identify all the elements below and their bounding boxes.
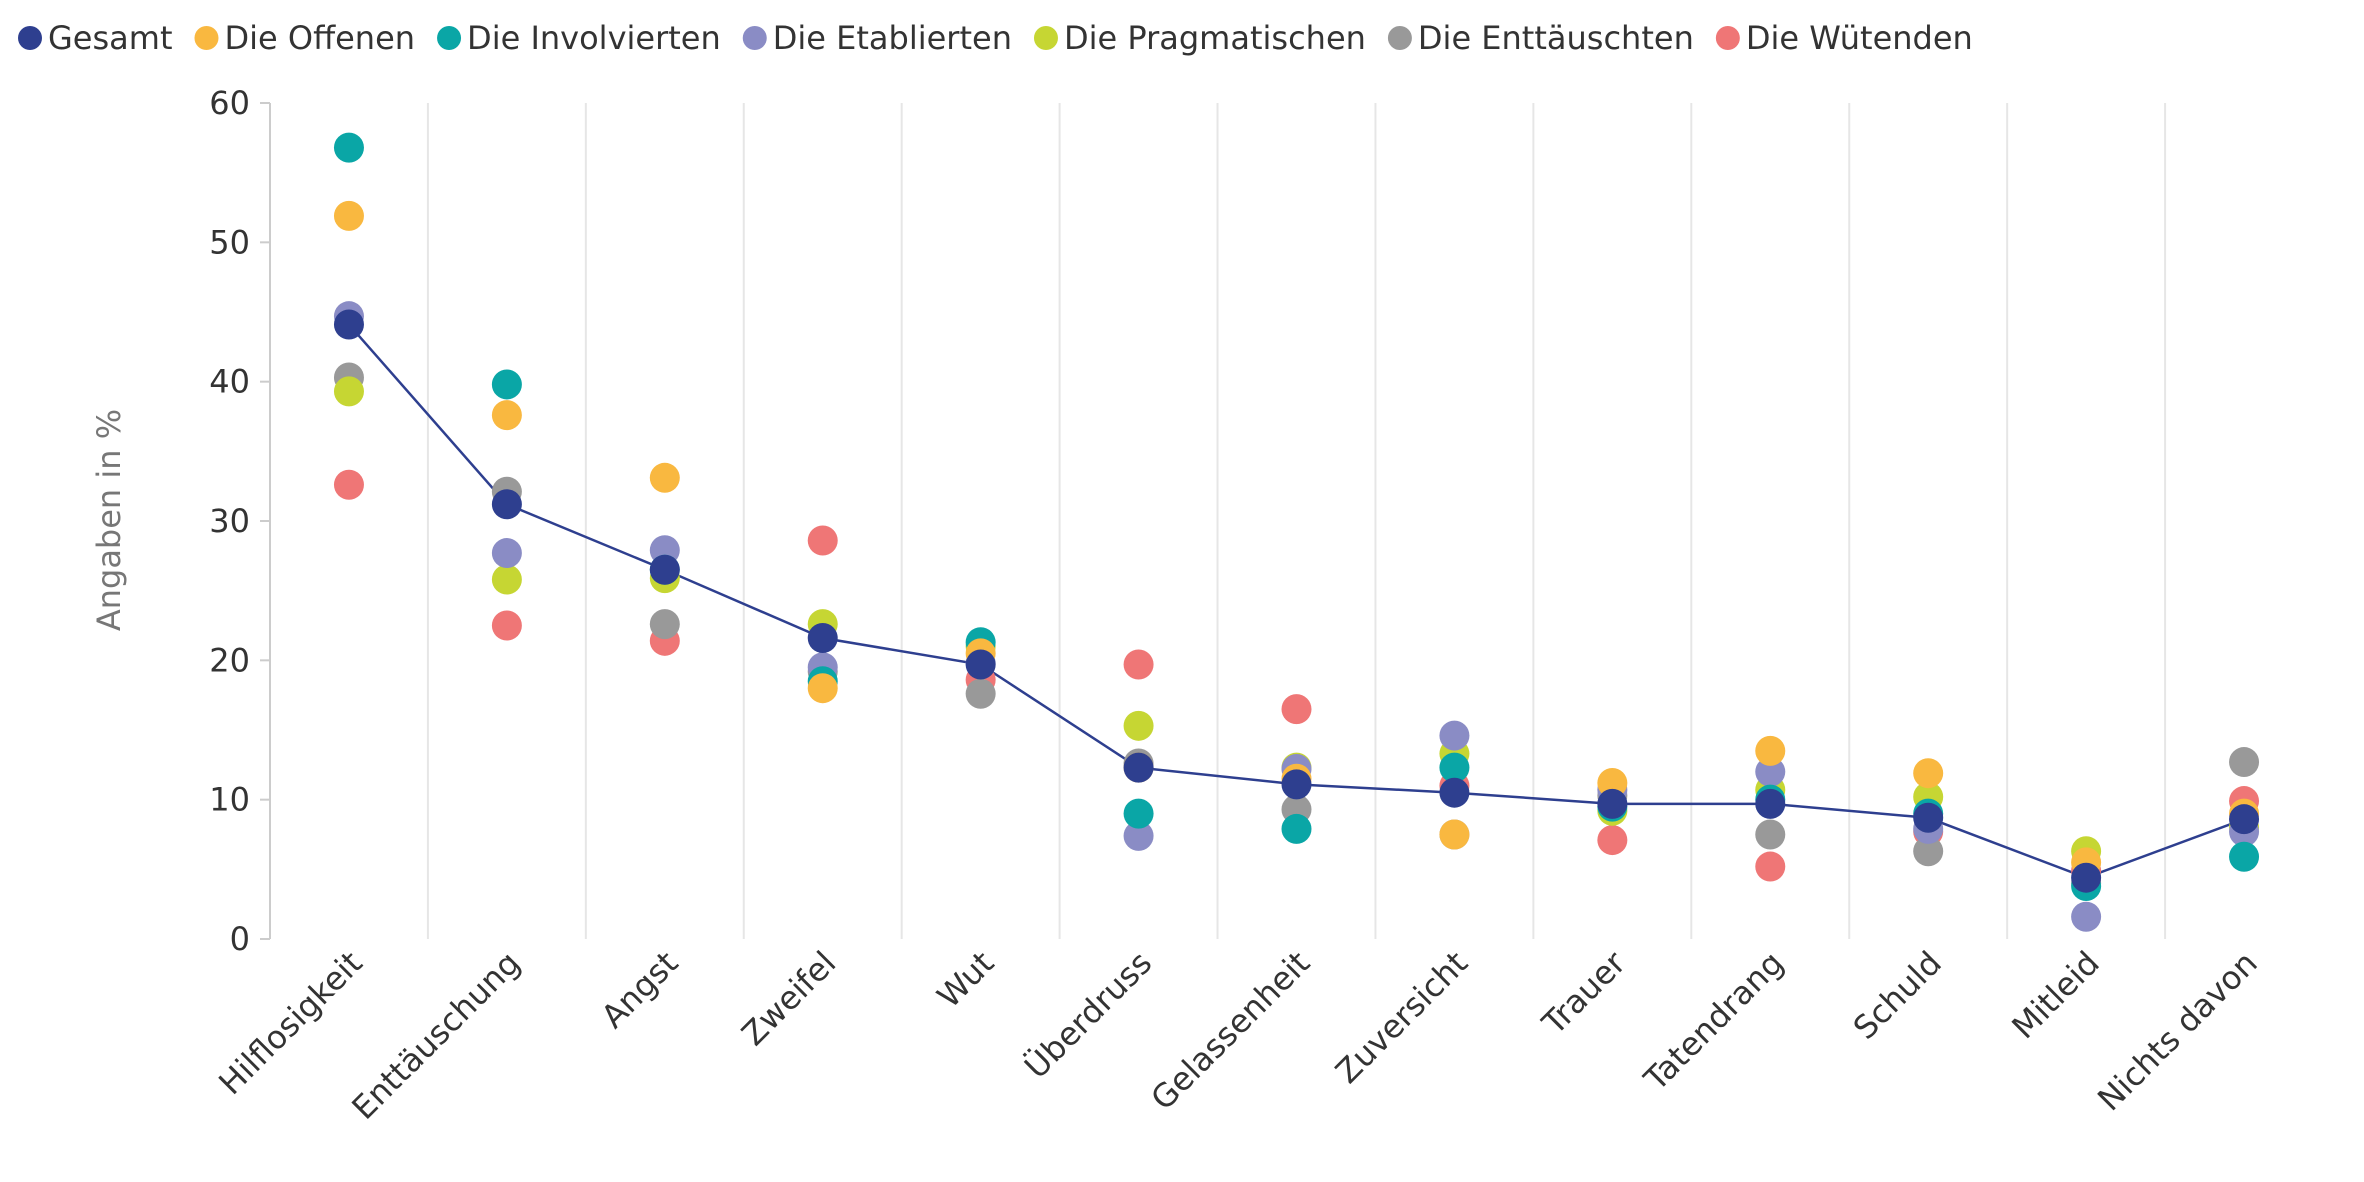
legend-marker: [18, 26, 42, 50]
legend-label: Die Offenen: [224, 19, 415, 57]
dot: [1439, 752, 1470, 783]
dot: [1755, 735, 1786, 766]
dot: [2071, 862, 2102, 893]
dot: [965, 649, 996, 680]
dot: [1281, 694, 1312, 725]
x-tick-label: Zweifel: [734, 944, 843, 1053]
dot: [1913, 758, 1944, 789]
dot: [1755, 819, 1786, 850]
legend-label: Die Etablierten: [773, 19, 1012, 57]
dot: [1755, 851, 1786, 882]
legend-label: Die Pragmatischen: [1064, 19, 1366, 57]
legend-marker: [742, 26, 767, 50]
dot: [1913, 802, 1944, 833]
dot: [2229, 804, 2260, 835]
dot: [965, 678, 996, 709]
dot: [333, 132, 364, 163]
dot: [1123, 710, 1154, 741]
dot: [491, 564, 522, 595]
dot: [1755, 756, 1786, 787]
y-axis-label: Angaben in %: [90, 409, 128, 631]
dot: [1439, 819, 1470, 850]
dot: [807, 673, 838, 704]
dot: [2071, 901, 2102, 932]
x-tick-label: Mitleid: [2004, 944, 2106, 1046]
legend-label: Die Enttäuschten: [1418, 19, 1694, 57]
dot: [2229, 747, 2260, 778]
x-tick-label: Gelassenheit: [1143, 944, 1317, 1118]
dot: [807, 525, 838, 556]
x-tick-label: Hilflosigkeit: [211, 944, 369, 1102]
dot: [649, 609, 680, 640]
dot: [649, 462, 680, 493]
x-tick-label: Enttäuschung: [344, 944, 527, 1127]
dot: [491, 610, 522, 641]
y-tick-label: 10: [209, 781, 250, 819]
dot: [1281, 769, 1312, 800]
dot: [1597, 788, 1628, 819]
dot: [1123, 649, 1154, 680]
legend-marker: [1033, 26, 1058, 50]
dot: [333, 200, 364, 231]
dot: [1123, 752, 1154, 783]
y-tick-label: 0: [230, 920, 250, 958]
x-tick-label: Angst: [594, 944, 686, 1036]
x-tick-label: Wut: [930, 944, 1002, 1016]
dot: [1281, 813, 1312, 844]
y-tick-label: 40: [209, 363, 250, 401]
x-tick-label: Tatendrang: [1636, 944, 1791, 1099]
dot: [491, 369, 522, 400]
dot: [333, 469, 364, 500]
y-tick-label: 30: [209, 502, 250, 540]
x-tick-label: Überdruss: [1017, 944, 1159, 1086]
x-tick-label: Trauer: [1534, 943, 1633, 1042]
dot: [491, 400, 522, 431]
x-tick-label: Zuversicht: [1328, 944, 1475, 1091]
dot: [1755, 788, 1786, 819]
x-tick-label: Schuld: [1846, 944, 1949, 1047]
dot: [649, 554, 680, 585]
dot: [807, 623, 838, 654]
legend-label: Gesamt: [48, 19, 172, 57]
dot: [2229, 841, 2260, 872]
legend-label: Die Wütenden: [1746, 19, 1973, 57]
dot: [1123, 798, 1154, 829]
dot: [1597, 767, 1628, 798]
dot: [1913, 836, 1944, 867]
dot: [491, 489, 522, 520]
x-tick-label: Nichts davon: [2090, 944, 2265, 1119]
y-tick-label: 20: [209, 641, 250, 679]
dot: [491, 538, 522, 569]
y-tick-label: 60: [209, 84, 250, 122]
dot: [1597, 825, 1628, 856]
y-tick-label: 50: [209, 223, 250, 261]
dot: [333, 376, 364, 407]
legend-label: Die Involvierten: [467, 19, 721, 57]
legend-marker: [1387, 26, 1412, 50]
dot: [1439, 720, 1470, 751]
legend-marker: [1715, 26, 1740, 50]
legend-marker: [194, 26, 219, 50]
dot: [1439, 777, 1470, 808]
dot: [1123, 820, 1154, 851]
dot: [333, 309, 364, 340]
legend-marker: [437, 26, 462, 50]
